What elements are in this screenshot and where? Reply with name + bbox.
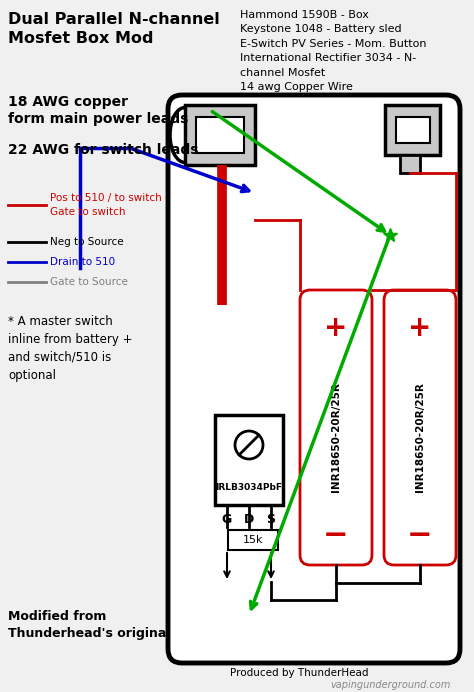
Text: Produced by ThunderHead: Produced by ThunderHead [230,668,368,678]
Bar [228,530,278,550]
Text: +: + [324,314,348,342]
Bar [385,105,440,155]
FancyBboxPatch shape [300,290,372,565]
Text: vapingunderground.com: vapingunderground.com [330,680,450,690]
Bar [185,105,255,165]
Text: D: D [244,513,254,526]
Text: −: − [407,520,433,549]
Text: −: − [323,520,349,549]
Text: Gate to Source: Gate to Source [50,277,128,287]
Text: G: G [222,513,232,526]
Bar [400,155,420,173]
Text: +: + [408,314,432,342]
Text: * A master switch
inline from battery +
and switch/510 is
optional: * A master switch inline from battery + … [8,315,133,382]
Text: 18 AWG copper
form main power leads: 18 AWG copper form main power leads [8,95,188,127]
Text: INR18650-20R/25R: INR18650-20R/25R [415,383,425,493]
Text: IRLB3034PbF: IRLB3034PbF [216,482,283,491]
Text: INR18650-20R/25R: INR18650-20R/25R [331,383,341,493]
Text: Pos to 510 / to switch
Gate to switch: Pos to 510 / to switch Gate to switch [50,193,162,217]
Text: Hammond 1590B - Box
Keystone 1048 - Battery sled
E-Switch PV Series - Mom. Butto: Hammond 1590B - Box Keystone 1048 - Batt… [240,10,427,92]
Text: 22 AWG for switch leads: 22 AWG for switch leads [8,143,199,157]
Text: S: S [266,513,275,526]
Bar [215,415,283,505]
Text: 15k: 15k [243,535,263,545]
Bar [196,117,244,153]
FancyBboxPatch shape [168,95,460,663]
FancyBboxPatch shape [384,290,456,565]
Text: Modified from
Thunderhead's original: Modified from Thunderhead's original [8,610,171,640]
Text: Neg to Source: Neg to Source [50,237,124,247]
Text: Dual Parallel N-channel
Mosfet Box Mod: Dual Parallel N-channel Mosfet Box Mod [8,12,220,46]
Bar [396,117,430,143]
Text: Drain to 510: Drain to 510 [50,257,115,267]
